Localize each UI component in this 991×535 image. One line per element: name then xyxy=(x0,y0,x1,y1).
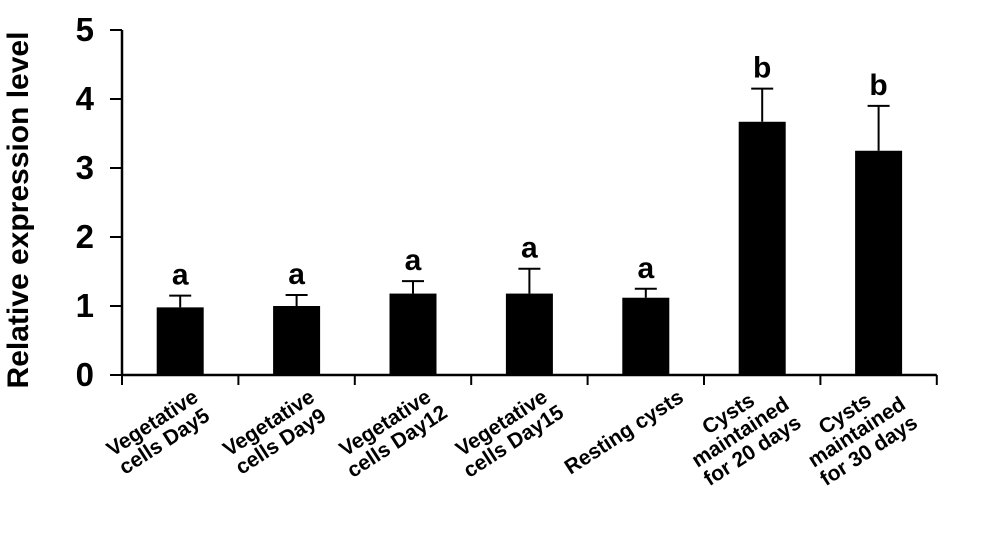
x-category-label: Vegetativecells Day5 xyxy=(103,385,215,479)
x-category-label: Vegetativecells Day12 xyxy=(331,382,451,482)
significance-letter: a xyxy=(637,252,654,285)
significance-letter: a xyxy=(521,232,538,265)
significance-letter: a xyxy=(288,258,305,291)
significance-letter: b xyxy=(869,69,887,102)
y-tick-label: 1 xyxy=(76,287,94,324)
y-tick-label: 2 xyxy=(76,218,94,255)
x-category-label: Vegetativecells Day9 xyxy=(219,385,331,479)
bar xyxy=(505,293,553,375)
y-tick-label: 5 xyxy=(76,11,94,48)
bar xyxy=(738,121,786,376)
x-category-label-line: Resting cysts xyxy=(561,386,688,480)
x-category-label: Resting cysts xyxy=(561,386,688,480)
y-axis-title: Relative expression level xyxy=(2,32,35,389)
y-tick-label: 3 xyxy=(76,149,94,186)
bar xyxy=(156,307,204,375)
significance-letter: a xyxy=(172,259,189,292)
y-tick-label: 0 xyxy=(76,356,94,393)
x-category-label: Cystsmaintainedfor 30 days xyxy=(792,374,921,491)
significance-letter: a xyxy=(405,244,422,277)
bar xyxy=(273,306,321,375)
bar xyxy=(855,150,903,375)
x-category-label: Cystsmaintainedfor 20 days xyxy=(676,374,805,491)
x-category-label: Vegetativecells Day15 xyxy=(447,382,568,482)
significance-letter: b xyxy=(753,52,771,85)
bar xyxy=(389,293,437,375)
bar xyxy=(622,297,670,375)
y-tick-label: 4 xyxy=(76,80,95,117)
